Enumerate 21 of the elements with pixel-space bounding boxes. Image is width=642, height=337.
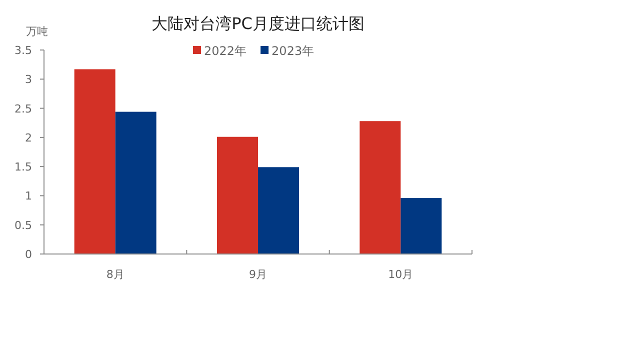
y-tick-label: 1 [25, 190, 32, 203]
y-tick-label: 1.5 [14, 160, 32, 174]
y-tick-label: 2 [25, 131, 32, 144]
y-tick-label: 0.5 [14, 218, 32, 232]
bar [360, 121, 401, 254]
y-tick-label: 3.5 [14, 44, 32, 57]
bar [74, 69, 116, 254]
legend-label: 2023年 [272, 44, 314, 58]
y-tick-label: 2.5 [14, 102, 32, 116]
bar [400, 198, 442, 254]
x-tick-label: 8月 [106, 268, 124, 281]
y-tick-label: 0 [25, 248, 32, 261]
y-tick-label: 3 [25, 73, 32, 86]
bar [217, 136, 258, 254]
x-tick-label: 10月 [388, 268, 414, 281]
legend-label: 2022年 [204, 44, 247, 58]
bar [258, 167, 299, 254]
chart-title: 大陆对台湾PC月度进口统计图 [152, 14, 364, 33]
y-axis-title: 万吨 [26, 25, 48, 38]
bar [115, 112, 156, 254]
x-tick-label: 9月 [249, 268, 267, 281]
